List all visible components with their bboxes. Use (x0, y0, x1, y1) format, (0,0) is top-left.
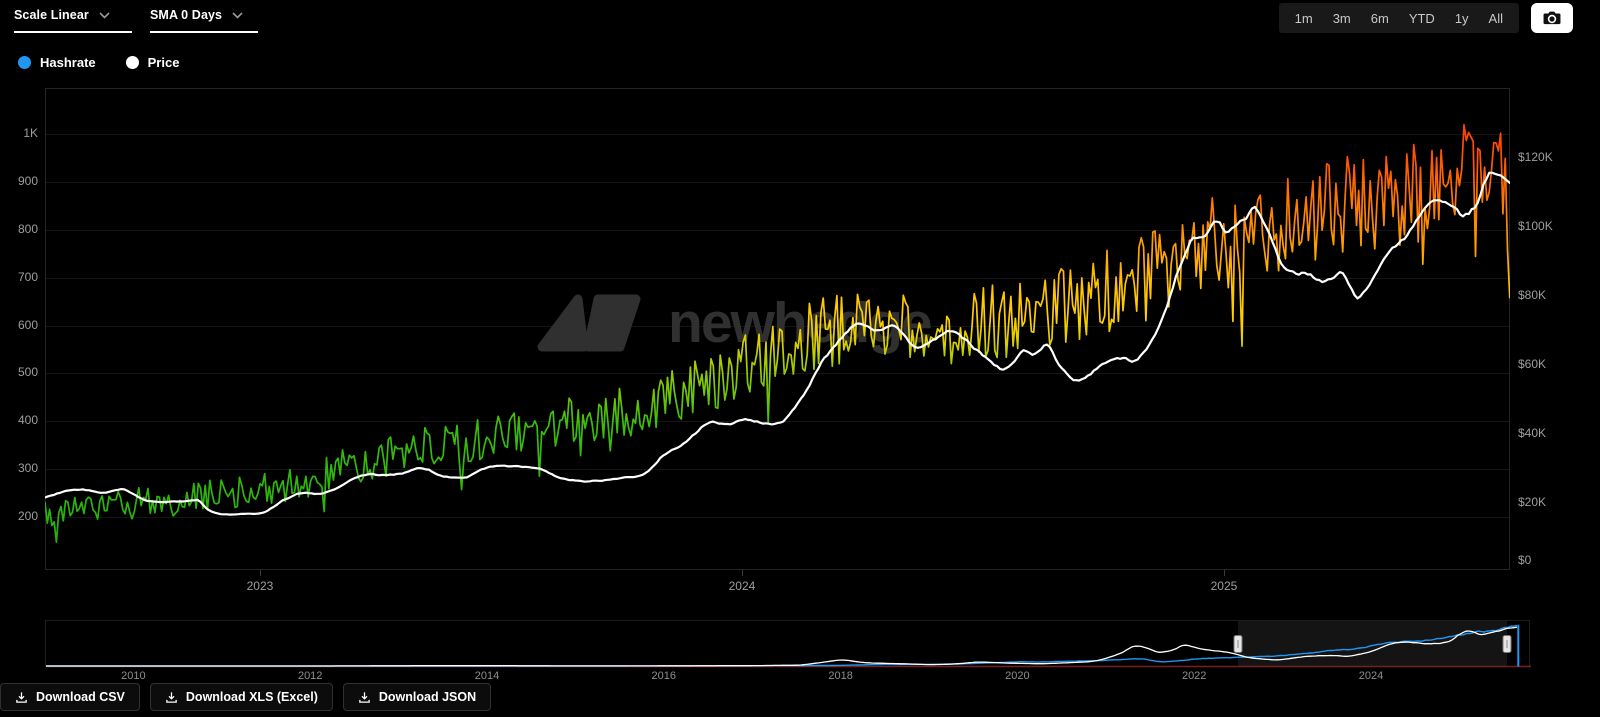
left-axis-tick: 300 (17, 461, 38, 476)
range-button-3m[interactable]: 3m (1332, 10, 1351, 26)
navigator-year-label: 2018 (828, 670, 853, 682)
gridline (46, 134, 1509, 135)
right-axis-tick: $40K (1518, 426, 1547, 441)
chevron-down-icon (232, 11, 243, 19)
price-dot-icon (125, 56, 139, 69)
gridline (46, 469, 1509, 471)
navigator-year-label: 2012 (297, 670, 323, 682)
gridline (46, 421, 1509, 423)
legend: Hashrate Price (18, 55, 179, 70)
left-axis-tick: 200 (17, 509, 38, 523)
navigator-year-label: 2022 (1181, 670, 1207, 682)
navigator-year-label: 2014 (474, 670, 500, 682)
navigator-year-label: 2020 (1005, 670, 1030, 682)
left-axis-tick: 500 (17, 365, 38, 380)
gridline (46, 517, 1509, 518)
left-axis-tick: 900 (17, 173, 38, 188)
download-toolbar: Download CSV Download XLS (Excel) Downlo… (0, 683, 492, 711)
navigator-svg (46, 624, 1531, 668)
range-button-1m[interactable]: 1m (1294, 10, 1313, 26)
screenshot-button[interactable] (1531, 3, 1573, 33)
x-tick-mark (1223, 570, 1225, 576)
range-selector: 1m 3m 6m YTD 1y All (1278, 3, 1519, 33)
right-axis-tick: $0 (1518, 553, 1532, 567)
navigator-price-line (46, 626, 1518, 667)
right-axis-tick: $20K (1518, 495, 1547, 510)
navigator-handle-left[interactable] (1233, 634, 1243, 653)
camera-icon (1543, 11, 1561, 25)
download-icon (166, 691, 177, 703)
x-axis-tick: 2025 (1210, 579, 1238, 593)
right-axis-tick: $60K (1518, 357, 1547, 372)
x-axis-tick: 2024 (728, 579, 756, 593)
right-axis-tick: $100K (1518, 219, 1553, 234)
navigator-year-label: 2010 (121, 670, 146, 682)
legend-label-hashrate: Hashrate (40, 55, 96, 70)
legend-label-price: Price (147, 55, 180, 70)
gridline (46, 181, 1509, 183)
chevron-down-icon (99, 11, 110, 19)
download-json-label: Download JSON (378, 690, 477, 704)
legend-item-hashrate[interactable]: Hashrate (18, 55, 96, 70)
x-tick-mark (741, 570, 743, 576)
navigator-year-label: 2024 (1358, 670, 1384, 682)
download-xls-button[interactable]: Download XLS (Excel) (149, 683, 333, 711)
range-button-ytd[interactable]: YTD (1408, 10, 1435, 26)
plot-area[interactable] (45, 88, 1510, 570)
navigator-year-label: 2016 (651, 670, 677, 682)
download-icon (359, 691, 370, 703)
legend-item-price[interactable]: Price (125, 55, 180, 70)
sma-dropdown[interactable]: SMA 0 Days (150, 8, 258, 33)
gridline (46, 229, 1509, 231)
gridline (46, 373, 1509, 375)
download-csv-label: Download CSV (36, 690, 125, 704)
hashrate-series-line (45, 123, 1510, 544)
download-icon (16, 691, 27, 703)
download-json-button[interactable]: Download JSON (342, 683, 492, 711)
navigator[interactable] (45, 620, 1531, 668)
newhedge-logo-icon (537, 294, 641, 352)
navigator-hashrate-line (46, 624, 1518, 667)
main-chart-svg (45, 123, 1510, 544)
download-xls-label: Download XLS (Excel) (185, 690, 318, 704)
download-csv-button[interactable]: Download CSV (0, 683, 140, 711)
scale-dropdown[interactable]: Scale Linear (14, 8, 132, 33)
price-series-line (45, 171, 1510, 516)
left-axis-tick: 1K (23, 126, 38, 140)
range-button-all[interactable]: All (1488, 10, 1503, 26)
x-axis-tick: 2023 (246, 579, 274, 593)
hashrate-dot-icon (18, 56, 31, 69)
gridline (46, 277, 1509, 279)
x-tick-mark (259, 570, 261, 576)
left-axis-tick: 600 (17, 317, 38, 332)
navigator-handle-right[interactable] (1502, 634, 1512, 653)
left-axis-tick: 700 (17, 269, 38, 284)
right-axis-tick: $120K (1518, 150, 1553, 165)
left-axis-tick: 800 (17, 221, 38, 236)
left-axis-tick: 400 (17, 413, 38, 428)
range-button-6m[interactable]: 6m (1370, 10, 1389, 26)
sma-dropdown-label: SMA 0 Days (150, 8, 223, 22)
gridline (46, 325, 1509, 327)
header-right: 1m 3m 6m YTD 1y All (1278, 3, 1573, 33)
navigator-selected-range[interactable] (1237, 621, 1508, 666)
right-axis-tick: $80K (1518, 288, 1547, 303)
range-button-1y[interactable]: 1y (1454, 10, 1469, 26)
scale-dropdown-label: Scale Linear (14, 8, 89, 22)
